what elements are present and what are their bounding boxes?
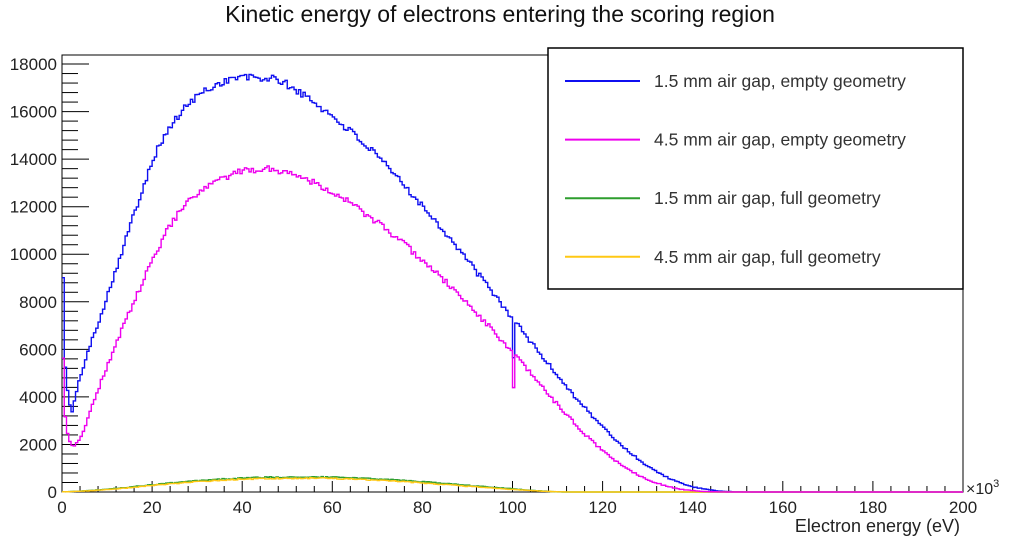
y-tick-label: 2000 xyxy=(19,435,57,454)
x-tick-label: 20 xyxy=(143,498,162,517)
x-tick-label: 80 xyxy=(413,498,432,517)
x-axis-title: Electron energy (eV) xyxy=(795,516,960,536)
chart-title: Kinetic energy of electrons entering the… xyxy=(225,1,775,27)
x-tick-label: 120 xyxy=(588,498,616,517)
y-tick-label: 16000 xyxy=(10,103,57,122)
y-tick-label: 0 xyxy=(48,483,57,502)
y-tick-label: 4000 xyxy=(19,388,57,407)
y-tick-label: 12000 xyxy=(10,198,57,217)
y-tick-label: 6000 xyxy=(19,340,57,359)
legend-entry-label: 4.5 mm air gap, empty geometry xyxy=(654,130,906,150)
x-tick-label: 0 xyxy=(57,498,66,517)
legend-entry-label: 1.5 mm air gap, full geometry xyxy=(654,188,881,208)
legend-entry-label: 4.5 mm air gap, full geometry xyxy=(654,247,881,267)
x-tick-label: 200 xyxy=(949,498,977,517)
x-tick-label: 60 xyxy=(323,498,342,517)
y-tick-label: 18000 xyxy=(10,55,57,74)
x-tick-label: 180 xyxy=(859,498,887,517)
y-tick-label: 10000 xyxy=(10,245,57,264)
y-tick-label: 8000 xyxy=(19,293,57,312)
legend-entry-label: 1.5 mm air gap, empty geometry xyxy=(654,71,906,91)
y-tick-label: 14000 xyxy=(10,150,57,169)
series-path-1 xyxy=(62,165,963,493)
x-axis-multiplier: ×103 xyxy=(966,478,999,498)
x-tick-label: 100 xyxy=(498,498,526,517)
legend-box xyxy=(547,47,964,290)
x-tick-label: 140 xyxy=(679,498,707,517)
x-tick-label: 160 xyxy=(769,498,797,517)
x-tick-label: 40 xyxy=(233,498,252,517)
